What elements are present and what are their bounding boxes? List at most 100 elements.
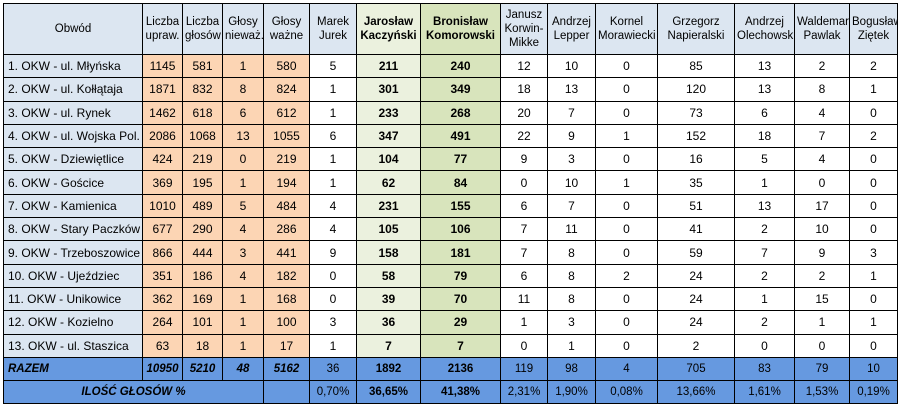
vote-cell: 155 — [420, 193, 501, 219]
vote-cell: 12 — [500, 53, 548, 79]
stat-cell: 195 — [182, 170, 223, 195]
stat-cell: 8 — [222, 77, 264, 102]
header-candidate-korwin-mikke: Janusz Korwin-Mikke — [500, 3, 548, 55]
vote-cell: 1 — [500, 310, 548, 335]
vote-cell: 240 — [420, 53, 501, 79]
vote-cell: 0 — [734, 333, 795, 358]
vote-cell: 268 — [420, 100, 501, 125]
stat-cell: 1462 — [142, 100, 183, 125]
vote-cell: 58 — [356, 263, 421, 288]
vote-cell: 51 — [657, 193, 735, 219]
stat-cell: 6 — [222, 100, 264, 125]
stat-cell: 1010 — [142, 193, 183, 219]
vote-cell: 39 — [356, 286, 421, 312]
stat-cell: 290 — [182, 217, 223, 242]
vote-cell: 4 — [309, 217, 357, 242]
vote-cell: 24 — [657, 310, 735, 335]
razem-label: RAZEM — [3, 356, 143, 381]
razem-stat-cell: 10950 — [142, 356, 183, 381]
vote-cell: 1 — [734, 286, 795, 312]
header-candidate-olechowski: Andrzej Olechowski — [734, 3, 795, 55]
stat-cell: 186 — [182, 263, 223, 288]
vote-cell: 2 — [595, 263, 658, 288]
header-niewazne: Głosy nieważ. — [222, 3, 264, 55]
vote-cell: 1 — [849, 263, 898, 288]
percent-label: ILOŚĆ GŁOSÓW % — [3, 379, 264, 404]
table-row: 13. OKW - ul. Staszica 63 18 1 17 1 7 7 0 1 0 2 0 0 0 — [3, 333, 898, 358]
stat-cell: 1 — [222, 310, 264, 335]
vote-cell: 105 — [356, 217, 421, 242]
razem-stat-cell: 48 — [222, 356, 264, 381]
vote-cell: 0 — [595, 333, 658, 358]
stat-cell: 2086 — [142, 123, 183, 149]
vote-cell: 79 — [420, 263, 501, 288]
stat-cell: 169 — [182, 286, 223, 312]
vote-cell: 85 — [657, 53, 735, 79]
vote-cell: 29 — [420, 310, 501, 335]
vote-cell: 11 — [547, 217, 596, 242]
table-row: 4. OKW - ul. Wojska Pol. 2086 1068 13 1055 6 3… — [3, 123, 898, 149]
razem-vote-cell: 36 — [309, 356, 357, 381]
vote-cell: 2 — [849, 53, 898, 79]
vote-cell: 0 — [595, 286, 658, 312]
vote-cell: 9 — [547, 123, 596, 149]
district-name: 8. OKW - Stary Paczków — [3, 217, 143, 242]
vote-cell: 0 — [849, 170, 898, 195]
table-row: 5. OKW - Dziewiętlice 424 219 0 219 1 104 77 9 3 0… — [3, 147, 898, 172]
vote-cell: 6 — [734, 100, 795, 125]
vote-cell: 0 — [500, 333, 548, 358]
header-uprawnieni: Liczba upraw. — [142, 3, 183, 55]
vote-cell: 10 — [547, 170, 596, 195]
stat-cell: 1 — [222, 286, 264, 312]
stat-cell: 100 — [263, 310, 310, 335]
vote-cell: 1 — [849, 310, 898, 335]
stat-cell: 1055 — [263, 123, 310, 149]
vote-cell: 1 — [547, 333, 596, 358]
vote-cell: 35 — [657, 170, 735, 195]
vote-cell: 62 — [356, 170, 421, 195]
razem-vote-cell: 98 — [547, 356, 596, 381]
stat-cell: 17 — [263, 333, 310, 358]
vote-cell: 7 — [420, 333, 501, 358]
percent-cell: 13,66% — [657, 379, 735, 404]
vote-cell: 11 — [500, 286, 548, 312]
razem-vote-cell: 1892 — [356, 356, 421, 381]
vote-cell: 13 — [734, 77, 795, 102]
vote-cell: 7 — [500, 240, 548, 265]
vote-cell: 0 — [849, 147, 898, 172]
vote-cell: 0 — [500, 170, 548, 195]
vote-cell: 1 — [309, 100, 357, 125]
percent-cell: 1,61% — [734, 379, 795, 404]
vote-cell: 3 — [547, 310, 596, 335]
vote-cell: 5 — [309, 53, 357, 79]
vote-cell: 13 — [734, 193, 795, 219]
header-candidate-komorowski: Bronisław Komorowski — [420, 3, 501, 55]
razem-row: RAZEM 10950 5210 48 5162 36 1892 2136 11… — [3, 356, 898, 381]
percent-cell: 0,19% — [849, 379, 898, 404]
stat-cell: 362 — [142, 286, 183, 312]
stat-cell: 424 — [142, 147, 183, 172]
district-name: 4. OKW - ul. Wojska Pol. — [3, 123, 143, 149]
vote-cell: 491 — [420, 123, 501, 149]
stat-cell: 351 — [142, 263, 183, 288]
vote-cell: 0 — [595, 217, 658, 242]
vote-cell: 16 — [657, 147, 735, 172]
district-name: 12. OKW - Kozielno — [3, 310, 143, 335]
vote-cell: 347 — [356, 123, 421, 149]
results-table: Obwód Liczba upraw. Liczba głosów Głosy … — [3, 3, 898, 404]
stat-cell: 581 — [182, 53, 223, 79]
vote-cell: 7 — [547, 100, 596, 125]
district-name: 5. OKW - Dziewiętlice — [3, 147, 143, 172]
razem-vote-cell: 119 — [500, 356, 548, 381]
stat-cell: 484 — [263, 193, 310, 219]
vote-cell: 24 — [657, 286, 735, 312]
stat-cell: 5 — [222, 193, 264, 219]
vote-cell: 1 — [595, 170, 658, 195]
vote-cell: 0 — [794, 170, 850, 195]
vote-cell: 1 — [595, 123, 658, 149]
vote-cell: 13 — [547, 77, 596, 102]
vote-cell: 4 — [794, 147, 850, 172]
stat-cell: 219 — [182, 147, 223, 172]
district-name: 13. OKW - ul. Staszica — [3, 333, 143, 358]
vote-cell: 6 — [500, 193, 548, 219]
